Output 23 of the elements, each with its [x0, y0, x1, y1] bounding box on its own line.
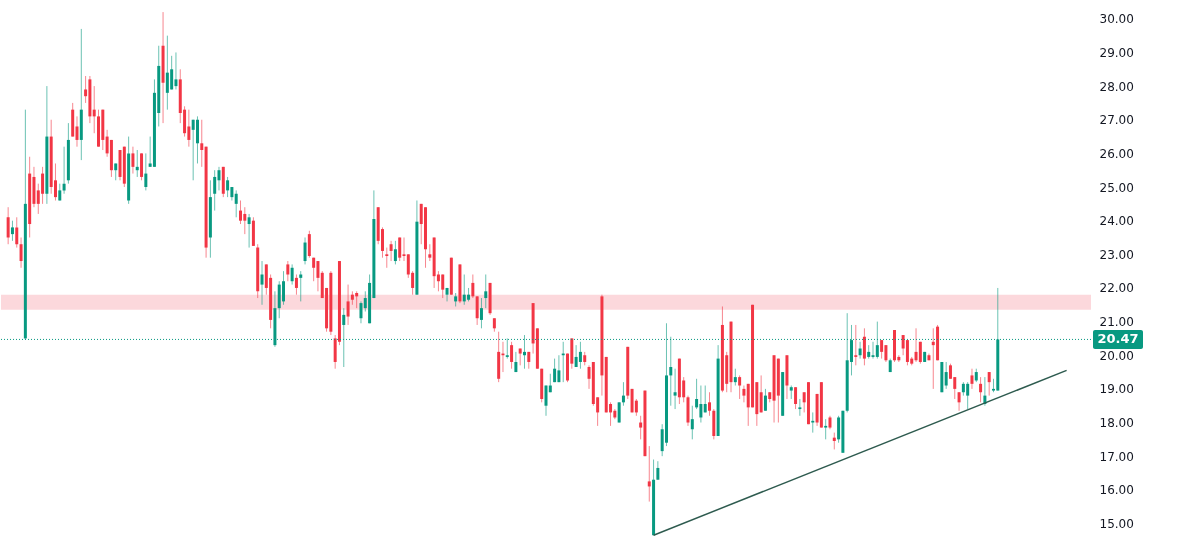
y-tick-label: 15.00: [1099, 516, 1134, 531]
candlestick: [871, 341, 875, 360]
y-tick-label: 27.00: [1099, 113, 1134, 128]
y-tick-label: 19.00: [1099, 382, 1134, 397]
y-tick-label: 29.00: [1099, 45, 1134, 60]
y-tick-label: 28.00: [1099, 79, 1134, 94]
y-tick-label: 23.00: [1099, 247, 1134, 262]
y-tick-label: 26.00: [1099, 146, 1134, 161]
candlestick: [617, 401, 621, 424]
y-tick-label: 18.00: [1099, 416, 1134, 431]
y-tick-label: 25.00: [1099, 180, 1134, 195]
candlestick: [445, 287, 449, 302]
y-tick-label: 21.00: [1099, 315, 1134, 330]
y-tick-label: 30.00: [1099, 12, 1134, 27]
candlestick: [858, 341, 862, 360]
ref-line-label: 20.47: [1097, 331, 1139, 347]
y-tick-label: 24.00: [1099, 214, 1134, 229]
y-tick-label: 22.00: [1099, 281, 1134, 296]
candlestick: [798, 398, 802, 417]
y-tick-label: 17.00: [1099, 449, 1134, 464]
y-tick-label: 20.00: [1099, 348, 1134, 363]
candlestick: [742, 385, 746, 403]
y-tick-label: 16.00: [1099, 483, 1134, 498]
